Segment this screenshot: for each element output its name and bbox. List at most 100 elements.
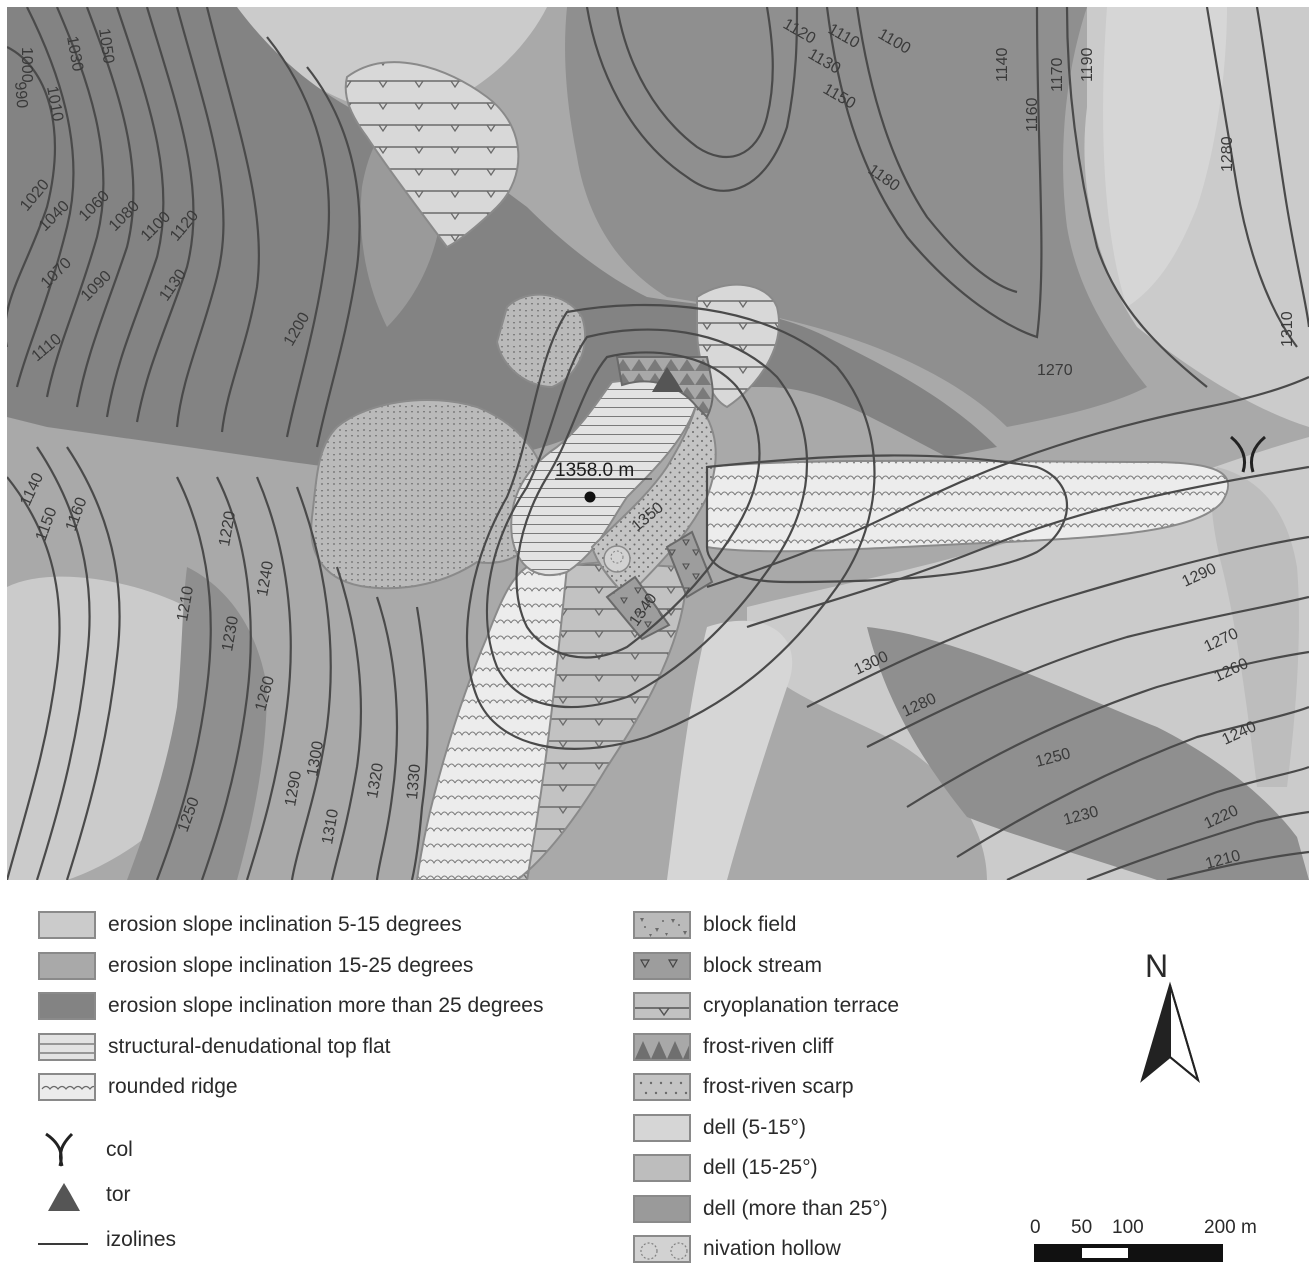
- legend-item: dell (more than 25°): [633, 1189, 963, 1230]
- summit-point: [584, 491, 596, 503]
- legend-label: frost-riven cliff: [703, 1034, 834, 1058]
- legend-item: rounded ridge: [38, 1067, 618, 1108]
- rounded-ridge-east: [706, 459, 1230, 553]
- dell-5-15-swatch: [633, 1113, 691, 1142]
- topographic-map: 1000 1030 1050 990 1010 1020 1040 1060 1…: [7, 7, 1309, 880]
- legend-label: block field: [703, 913, 797, 937]
- contour-label: 1210: [174, 585, 197, 623]
- legend-item: col: [38, 1128, 618, 1173]
- contour-label: 1280: [1219, 136, 1236, 172]
- contour-lines: [7, 7, 1309, 880]
- legend-item: cryoplanation terrace: [633, 986, 963, 1027]
- nivation-hollow-swatch: [633, 1235, 691, 1264]
- dell-5-15-area-2: [667, 620, 793, 880]
- contour-label: 1030: [63, 35, 86, 73]
- top-flat-swatch: [38, 1032, 96, 1061]
- rounded-ridge-swatch: [38, 1073, 96, 1102]
- legend-label: nivation hollow: [703, 1237, 841, 1261]
- dell-15-25-area: [1211, 467, 1299, 787]
- izoline-icon: [38, 1243, 88, 1245]
- legend-label: block stream: [703, 953, 823, 977]
- legend-item: frost-riven scarp: [633, 1067, 963, 1108]
- contour-label: 990: [11, 81, 30, 109]
- legend-item: izolines: [38, 1218, 618, 1263]
- col-icon: [1230, 435, 1266, 473]
- cryoplanation-terrace-swatch: [633, 992, 691, 1021]
- slope-15-25-swatch: [38, 951, 96, 980]
- contour-label: 1330: [404, 763, 424, 800]
- legend-item: tor: [38, 1173, 618, 1218]
- contour-label: 1310: [319, 808, 342, 846]
- slope-25-swatch: [38, 992, 96, 1021]
- contour-label: 1140: [994, 47, 1011, 82]
- scale-tick-label: 200 m: [1204, 1217, 1257, 1238]
- tor-icon: [652, 367, 683, 392]
- north-arrow-icon: [1140, 981, 1200, 1083]
- slope-5-15-swatch: [38, 911, 96, 940]
- legend-item: erosion slope inclination 5-15 degrees: [38, 905, 618, 946]
- scale-tick-label: 100: [1112, 1217, 1144, 1238]
- legend-landforms: block field block stream cryoplanation t…: [633, 905, 963, 1270]
- frost-riven-cliff-swatch: [633, 1032, 691, 1061]
- legend-item: frost-riven cliff: [633, 1027, 963, 1068]
- legend-label: cryoplanation terrace: [703, 994, 900, 1018]
- contour-label: 1050: [95, 27, 117, 65]
- contour-label: 1170: [1049, 57, 1066, 92]
- col-icon: [45, 1132, 74, 1167]
- block-stream-2: [665, 530, 714, 599]
- contour-label: 1230: [219, 615, 242, 653]
- legend-label: izolines: [106, 1228, 177, 1251]
- frost-riven-scarp-swatch: [633, 1073, 691, 1102]
- legend-label: tor: [106, 1183, 131, 1206]
- dell-25-swatch: [633, 1194, 691, 1223]
- slope-25-area-north-east: [565, 7, 1147, 427]
- scale-bar: [1034, 1244, 1223, 1262]
- contour-label: 1240: [254, 560, 277, 598]
- contour-label: 1270: [1037, 362, 1073, 379]
- scale-tick-label: 0: [1030, 1217, 1041, 1238]
- legend-item: nivation hollow: [633, 1229, 963, 1270]
- north-label: N: [1145, 948, 1169, 984]
- legend-label: col: [106, 1138, 133, 1161]
- legend-item: block field: [633, 905, 963, 946]
- scale-tick-label: 50: [1071, 1217, 1093, 1238]
- contour-label: 1320: [364, 762, 387, 800]
- contour-label: 1160: [1024, 97, 1041, 132]
- contour-label: 1000: [18, 47, 35, 83]
- contour-label: 1290: [282, 770, 305, 808]
- block-stream-1: [605, 575, 671, 641]
- block-stream-swatch: [633, 951, 691, 980]
- tor-icon: [48, 1183, 80, 1211]
- cryoplanation-terrace-south: [515, 561, 689, 880]
- legend-slopes: erosion slope inclination 5-15 degrees e…: [38, 905, 618, 1263]
- dell-5-15-area: [1103, 7, 1227, 307]
- legend-item: structural-denudational top flat: [38, 1027, 618, 1068]
- summit-elevation-label: 1358.0 m: [555, 460, 634, 481]
- cryoplanation-terrace-north: [344, 61, 520, 249]
- legend-label: dell (15-25°): [703, 1156, 818, 1180]
- nivation-hollow: [603, 545, 631, 573]
- block-field-west: [310, 398, 549, 590]
- legend-label: erosion slope inclination more than 25 d…: [108, 994, 544, 1018]
- dell-15-25-swatch: [633, 1154, 691, 1183]
- contour-label: 1310: [1279, 311, 1296, 347]
- legend-item: erosion slope inclination more than 25 d…: [38, 986, 618, 1027]
- legend-item: erosion slope inclination 15-25 degrees: [38, 946, 618, 987]
- legend-label: structural-denudational top flat: [108, 1034, 391, 1058]
- contour-label: 1190: [1079, 47, 1096, 82]
- legend-item: dell (15-25°): [633, 1148, 963, 1189]
- block-field-swatch: [633, 911, 691, 940]
- legend-label: rounded ridge: [108, 1075, 238, 1099]
- contour-label: 1010: [43, 85, 66, 123]
- contour-label: 1220: [216, 510, 239, 548]
- legend-item: dell (5-15°): [633, 1108, 963, 1149]
- contour-label: 1300: [304, 740, 327, 778]
- legend-label: erosion slope inclination 15-25 degrees: [108, 953, 474, 977]
- legend-label: dell (5-15°): [703, 1115, 806, 1139]
- legend-label: frost-riven scarp: [703, 1075, 854, 1099]
- legend-label: erosion slope inclination 5-15 degrees: [108, 913, 462, 937]
- frost-riven-cliff: [615, 356, 714, 419]
- slope-25-area-south-east: [867, 627, 1309, 880]
- slope-25-area-south-west: [127, 567, 267, 880]
- legend-item: block stream: [633, 946, 963, 987]
